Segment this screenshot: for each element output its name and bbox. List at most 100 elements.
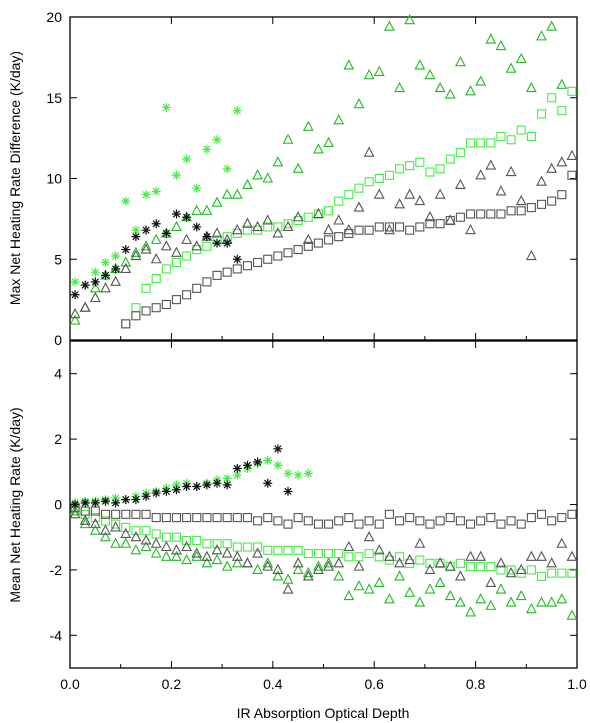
bottom-square-point <box>303 516 313 526</box>
bottom-square-point <box>222 539 232 549</box>
bottom-square-point <box>161 513 171 523</box>
bottom-square-point <box>384 509 394 519</box>
bottom-square-point <box>111 519 121 529</box>
top-square-point <box>131 303 141 313</box>
bottom-asterisk-point <box>131 495 141 505</box>
top-square-point <box>344 190 354 200</box>
top-y-tick-label: 10 <box>46 171 62 187</box>
bottom-y-tick-label: 0 <box>54 497 62 513</box>
top-square-point <box>394 222 405 232</box>
bottom-square-point <box>547 568 557 578</box>
bottom-asterisk-point <box>273 460 283 470</box>
bottom-square-point <box>354 519 364 529</box>
bottom-triangle-point <box>454 596 466 607</box>
bottom-square-point <box>374 552 384 562</box>
bottom-triangle-point <box>252 547 264 558</box>
bottom-square-point <box>445 513 455 523</box>
bottom-triangle-point <box>343 589 355 601</box>
top-asterisk-point <box>90 277 100 287</box>
top-triangle-point <box>394 198 405 209</box>
top-square-point <box>324 235 334 245</box>
bottom-triangle-point <box>242 557 253 568</box>
top-asterisk-point <box>192 183 202 193</box>
top-triangle-point <box>130 246 142 257</box>
top-triangle-point <box>252 169 264 180</box>
top-square-point <box>374 222 384 232</box>
bottom-square-point <box>465 519 476 529</box>
bottom-square-point <box>232 542 242 552</box>
top-series-asterisk-4 <box>70 102 242 290</box>
bottom-square-point <box>536 509 547 519</box>
bottom-triangle-point <box>323 557 334 568</box>
bottom-asterisk-point <box>273 444 283 454</box>
bottom-triangle-point <box>414 537 426 548</box>
top-square-point <box>384 222 394 232</box>
bottom-triangle-point <box>231 550 243 561</box>
bottom-triangle-point <box>313 563 324 574</box>
top-triangle-point <box>454 56 466 67</box>
top-triangle-point <box>475 75 487 86</box>
top-square-point <box>415 222 425 232</box>
x-tick-label: 0.2 <box>162 676 182 692</box>
bottom-asterisk-point <box>222 473 232 483</box>
bottom-triangle-point <box>363 531 375 542</box>
bottom-triangle-point <box>160 540 172 552</box>
top-square-point <box>526 203 536 213</box>
bottom-triangle-point <box>292 557 304 568</box>
top-square-point <box>171 295 182 305</box>
top-y-tick-label: 5 <box>54 251 62 267</box>
top-triangle-point <box>69 307 81 319</box>
bottom-square-point <box>334 516 344 526</box>
top-triangle-point <box>495 39 507 51</box>
top-triangle-point <box>515 194 527 206</box>
top-triangle-point <box>282 220 294 231</box>
top-triangle-point <box>363 146 375 157</box>
top-square-point <box>374 173 384 184</box>
bottom-triangle-point <box>69 508 81 519</box>
top-square-point <box>313 238 323 248</box>
top-square-point <box>536 199 547 209</box>
top-square-point <box>182 290 192 300</box>
bottom-square-point <box>506 565 516 575</box>
bottom-square-point <box>202 539 212 549</box>
bottom-triangle-point <box>211 553 223 565</box>
bottom-triangle-point <box>343 540 355 552</box>
top-square-point <box>232 264 242 274</box>
top-triangle-point <box>120 256 132 267</box>
bottom-square-point <box>364 548 374 559</box>
top-square-point <box>557 106 567 116</box>
top-triangle-point <box>444 88 456 99</box>
top-triangle-point <box>505 165 517 177</box>
bottom-triangle-point <box>333 570 345 581</box>
bottom-triangle-point <box>313 560 324 571</box>
bottom-square-point <box>324 519 334 529</box>
top-asterisk-point <box>182 154 192 164</box>
top-triangle-point <box>140 240 152 251</box>
bottom-y-tick-label: -4 <box>50 627 63 643</box>
top-square-point <box>455 148 465 158</box>
bottom-triangle-point <box>495 583 507 594</box>
bottom-triangle-point <box>181 553 193 565</box>
top-square-point <box>364 177 374 187</box>
bottom-square-point <box>344 552 354 562</box>
top-square-point <box>364 225 374 235</box>
bottom-triangle-point <box>505 596 517 607</box>
top-square-point <box>435 219 445 229</box>
bottom-square-point <box>293 545 303 555</box>
bottom-triangle-point <box>89 517 101 529</box>
top-triangle-point <box>272 156 284 167</box>
top-triangle-point <box>79 301 91 312</box>
bottom-asterisk-point <box>202 480 212 490</box>
top-square-point <box>425 167 435 177</box>
bottom-triangle-point <box>566 609 578 620</box>
top-triangle-point <box>465 224 476 235</box>
bottom-asterisk-point <box>70 500 80 509</box>
top-plot-frame <box>69 16 578 341</box>
bottom-series-asterisk-5 <box>70 444 293 509</box>
bottom-triangle-point <box>475 550 487 561</box>
bottom-square-point <box>192 513 202 523</box>
top-triangle-point <box>110 275 122 286</box>
bottom-panel: 0.0 0.2 0.4 0.6 0.8 1.0 -4 -2 0 2 4 <box>50 340 587 692</box>
top-triangle-point <box>373 188 385 199</box>
top-triangle-point <box>191 204 203 215</box>
